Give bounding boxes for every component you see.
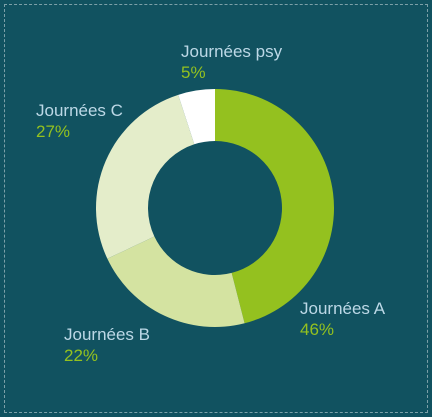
donut-slice-b xyxy=(107,236,245,327)
slice-b-value: 22% xyxy=(64,346,98,365)
slice-label-b: Journées B 22% xyxy=(64,325,150,365)
slice-a-name: Journées A xyxy=(300,299,386,318)
donut-slice-c xyxy=(95,94,195,259)
slice-a-value: 46% xyxy=(300,320,334,339)
slice-label-c: Journées C 27% xyxy=(36,101,123,141)
slice-label-psy: Journées psy 5% xyxy=(181,42,283,82)
donut-slice-psy xyxy=(178,89,215,145)
slice-c-name: Journées C xyxy=(36,101,123,120)
slice-c-value: 27% xyxy=(36,122,70,141)
slice-psy-value: 5% xyxy=(181,63,206,82)
donut-slice-a xyxy=(215,89,335,324)
slice-b-name: Journées B xyxy=(64,325,150,344)
donut-slices xyxy=(95,89,335,327)
slice-label-a: Journées A 46% xyxy=(300,299,386,339)
slice-psy-name: Journées psy xyxy=(181,42,283,61)
